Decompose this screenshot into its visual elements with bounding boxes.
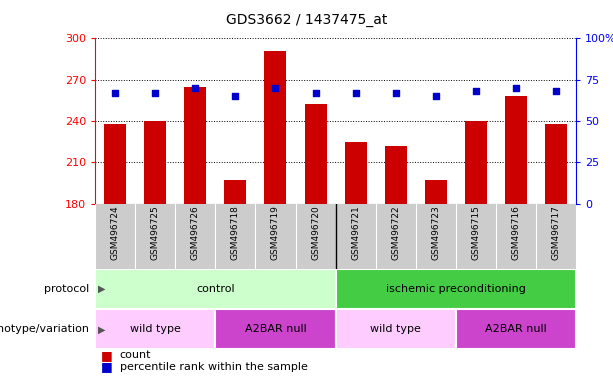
Text: GSM496723: GSM496723: [432, 205, 440, 260]
Text: GSM496715: GSM496715: [471, 205, 481, 260]
Text: wild type: wild type: [130, 324, 181, 334]
Text: GSM496719: GSM496719: [271, 205, 280, 260]
Text: ■: ■: [101, 349, 113, 362]
Text: A2BAR null: A2BAR null: [485, 324, 547, 334]
Text: ■: ■: [101, 360, 113, 373]
Bar: [185, 86, 207, 204]
Text: GSM496718: GSM496718: [231, 205, 240, 260]
Point: [230, 93, 240, 99]
Bar: [264, 51, 286, 204]
Text: wild type: wild type: [370, 324, 421, 334]
Text: ▶: ▶: [98, 324, 105, 334]
Text: ▶: ▶: [98, 284, 105, 294]
Text: GSM496726: GSM496726: [191, 205, 200, 260]
Bar: [104, 124, 126, 204]
Text: GSM496721: GSM496721: [351, 205, 360, 260]
Point: [551, 88, 561, 94]
Bar: [336, 269, 576, 309]
Bar: [144, 121, 166, 204]
Point: [431, 93, 441, 99]
Bar: [545, 124, 567, 204]
Point: [110, 90, 120, 96]
Point: [270, 85, 280, 91]
Point: [150, 90, 160, 96]
Text: control: control: [196, 284, 235, 294]
Bar: [505, 96, 527, 204]
Text: count: count: [120, 350, 151, 360]
Point: [191, 85, 200, 91]
Point: [311, 90, 321, 96]
Bar: [345, 142, 367, 204]
Text: percentile rank within the sample: percentile rank within the sample: [120, 362, 307, 372]
Text: GSM496717: GSM496717: [552, 205, 561, 260]
Bar: [305, 104, 327, 204]
Text: genotype/variation: genotype/variation: [0, 324, 89, 334]
Point: [471, 88, 481, 94]
Bar: [385, 146, 407, 204]
Text: GSM496722: GSM496722: [391, 205, 400, 260]
Text: GSM496724: GSM496724: [110, 205, 120, 260]
Bar: [224, 180, 246, 204]
Text: GSM496725: GSM496725: [151, 205, 159, 260]
Text: A2BAR null: A2BAR null: [245, 324, 306, 334]
Bar: [215, 309, 336, 349]
Point: [511, 85, 521, 91]
Bar: [95, 309, 215, 349]
Text: GSM496716: GSM496716: [512, 205, 520, 260]
Point: [391, 90, 401, 96]
Text: GSM496720: GSM496720: [311, 205, 320, 260]
Point: [351, 90, 360, 96]
Bar: [95, 269, 336, 309]
Text: protocol: protocol: [44, 284, 89, 294]
Bar: [456, 309, 576, 349]
Bar: [465, 121, 487, 204]
Text: GDS3662 / 1437475_at: GDS3662 / 1437475_at: [226, 13, 387, 27]
Bar: [425, 180, 447, 204]
Text: ischemic preconditioning: ischemic preconditioning: [386, 284, 526, 294]
Bar: [336, 309, 456, 349]
